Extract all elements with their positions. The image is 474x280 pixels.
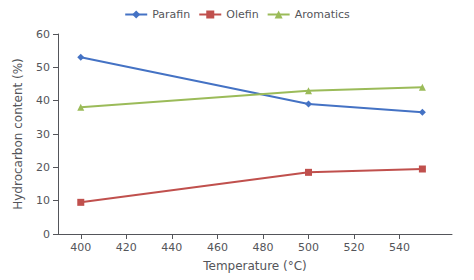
svg-text:500: 500 [298,241,319,254]
svg-text:20: 20 [36,161,50,174]
svg-text:Olefin: Olefin [226,8,258,21]
svg-text:Aromatics: Aromatics [295,8,350,21]
svg-text:520: 520 [344,241,365,254]
svg-text:420: 420 [116,241,137,254]
svg-text:40: 40 [36,94,50,107]
svg-text:Hydrocarbon content (%): Hydrocarbon content (%) [11,58,25,210]
svg-text:30: 30 [36,128,50,141]
svg-text:480: 480 [252,241,273,254]
svg-text:0: 0 [43,228,50,241]
svg-text:50: 50 [36,61,50,74]
svg-text:Temperature (°C): Temperature (°C) [202,259,307,273]
svg-text:460: 460 [207,241,228,254]
svg-text:Parafin: Parafin [152,8,190,21]
svg-text:10: 10 [36,194,50,207]
svg-text:540: 540 [389,241,410,254]
svg-text:400: 400 [70,241,91,254]
svg-text:440: 440 [161,241,182,254]
svg-text:60: 60 [36,28,50,41]
